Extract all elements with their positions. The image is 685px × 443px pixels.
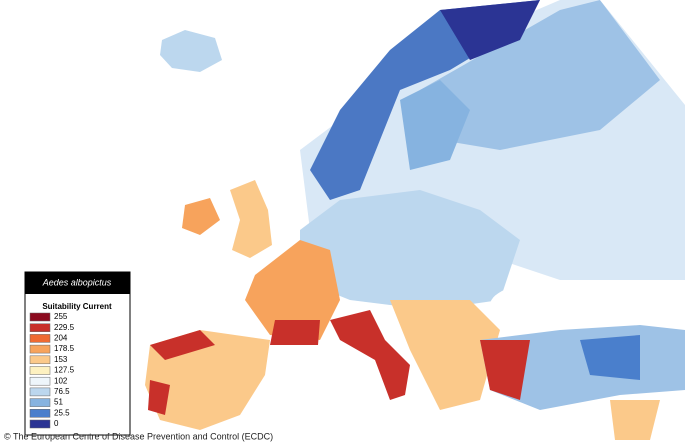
legend-header xyxy=(25,272,130,294)
land-finland xyxy=(400,80,470,170)
legend-label: 153 xyxy=(54,355,68,364)
legend-label: 255 xyxy=(54,312,68,321)
land-britain xyxy=(230,180,272,258)
legend-swatch xyxy=(29,387,51,397)
land-central xyxy=(300,190,520,310)
legend-swatch xyxy=(29,398,51,407)
land-france xyxy=(245,240,340,340)
copyright: © The European Centre of Disease Prevent… xyxy=(4,431,273,441)
legend-label: 102 xyxy=(54,376,68,385)
legend-subtitle: Suitability Current xyxy=(42,302,112,311)
land-north-iberia xyxy=(150,330,215,360)
legend-label: 51 xyxy=(54,398,63,407)
legend-label: 25.5 xyxy=(54,408,70,417)
land-ireland xyxy=(182,198,220,235)
land-west-turkey xyxy=(480,340,530,400)
legend-swatch xyxy=(29,334,51,343)
legend-title: Aedes albopictus xyxy=(42,277,112,287)
legend-swatch xyxy=(29,366,51,375)
legend-label: 178.5 xyxy=(54,344,75,353)
land-italy xyxy=(330,310,410,400)
legend-swatch xyxy=(29,376,51,386)
legend-swatch xyxy=(29,344,51,354)
land-lapland xyxy=(440,0,540,60)
legend-swatch xyxy=(29,409,51,418)
legend-label: 127.5 xyxy=(54,366,75,375)
legend-label: 204 xyxy=(54,334,68,343)
land-north-russia xyxy=(420,0,660,150)
land-portugal xyxy=(148,380,170,415)
legend-box xyxy=(24,271,131,436)
land-iceland xyxy=(160,30,222,72)
legend-swatch xyxy=(29,312,51,322)
legend-label: 229.5 xyxy=(54,323,75,332)
legend: Aedes albopictus Suitability Current 255… xyxy=(24,271,131,436)
legend-swatch xyxy=(29,323,51,332)
legend-swatch xyxy=(29,419,51,429)
legend-label: 0 xyxy=(54,419,59,428)
land-balkans xyxy=(390,300,500,410)
black-sea xyxy=(490,280,630,330)
land-levant xyxy=(610,400,660,440)
land-east-turkey xyxy=(580,335,640,380)
map-edge xyxy=(600,0,685,105)
legend-swatch xyxy=(29,355,51,365)
legend-label: 76.5 xyxy=(54,387,70,396)
land-south-france xyxy=(270,320,320,345)
